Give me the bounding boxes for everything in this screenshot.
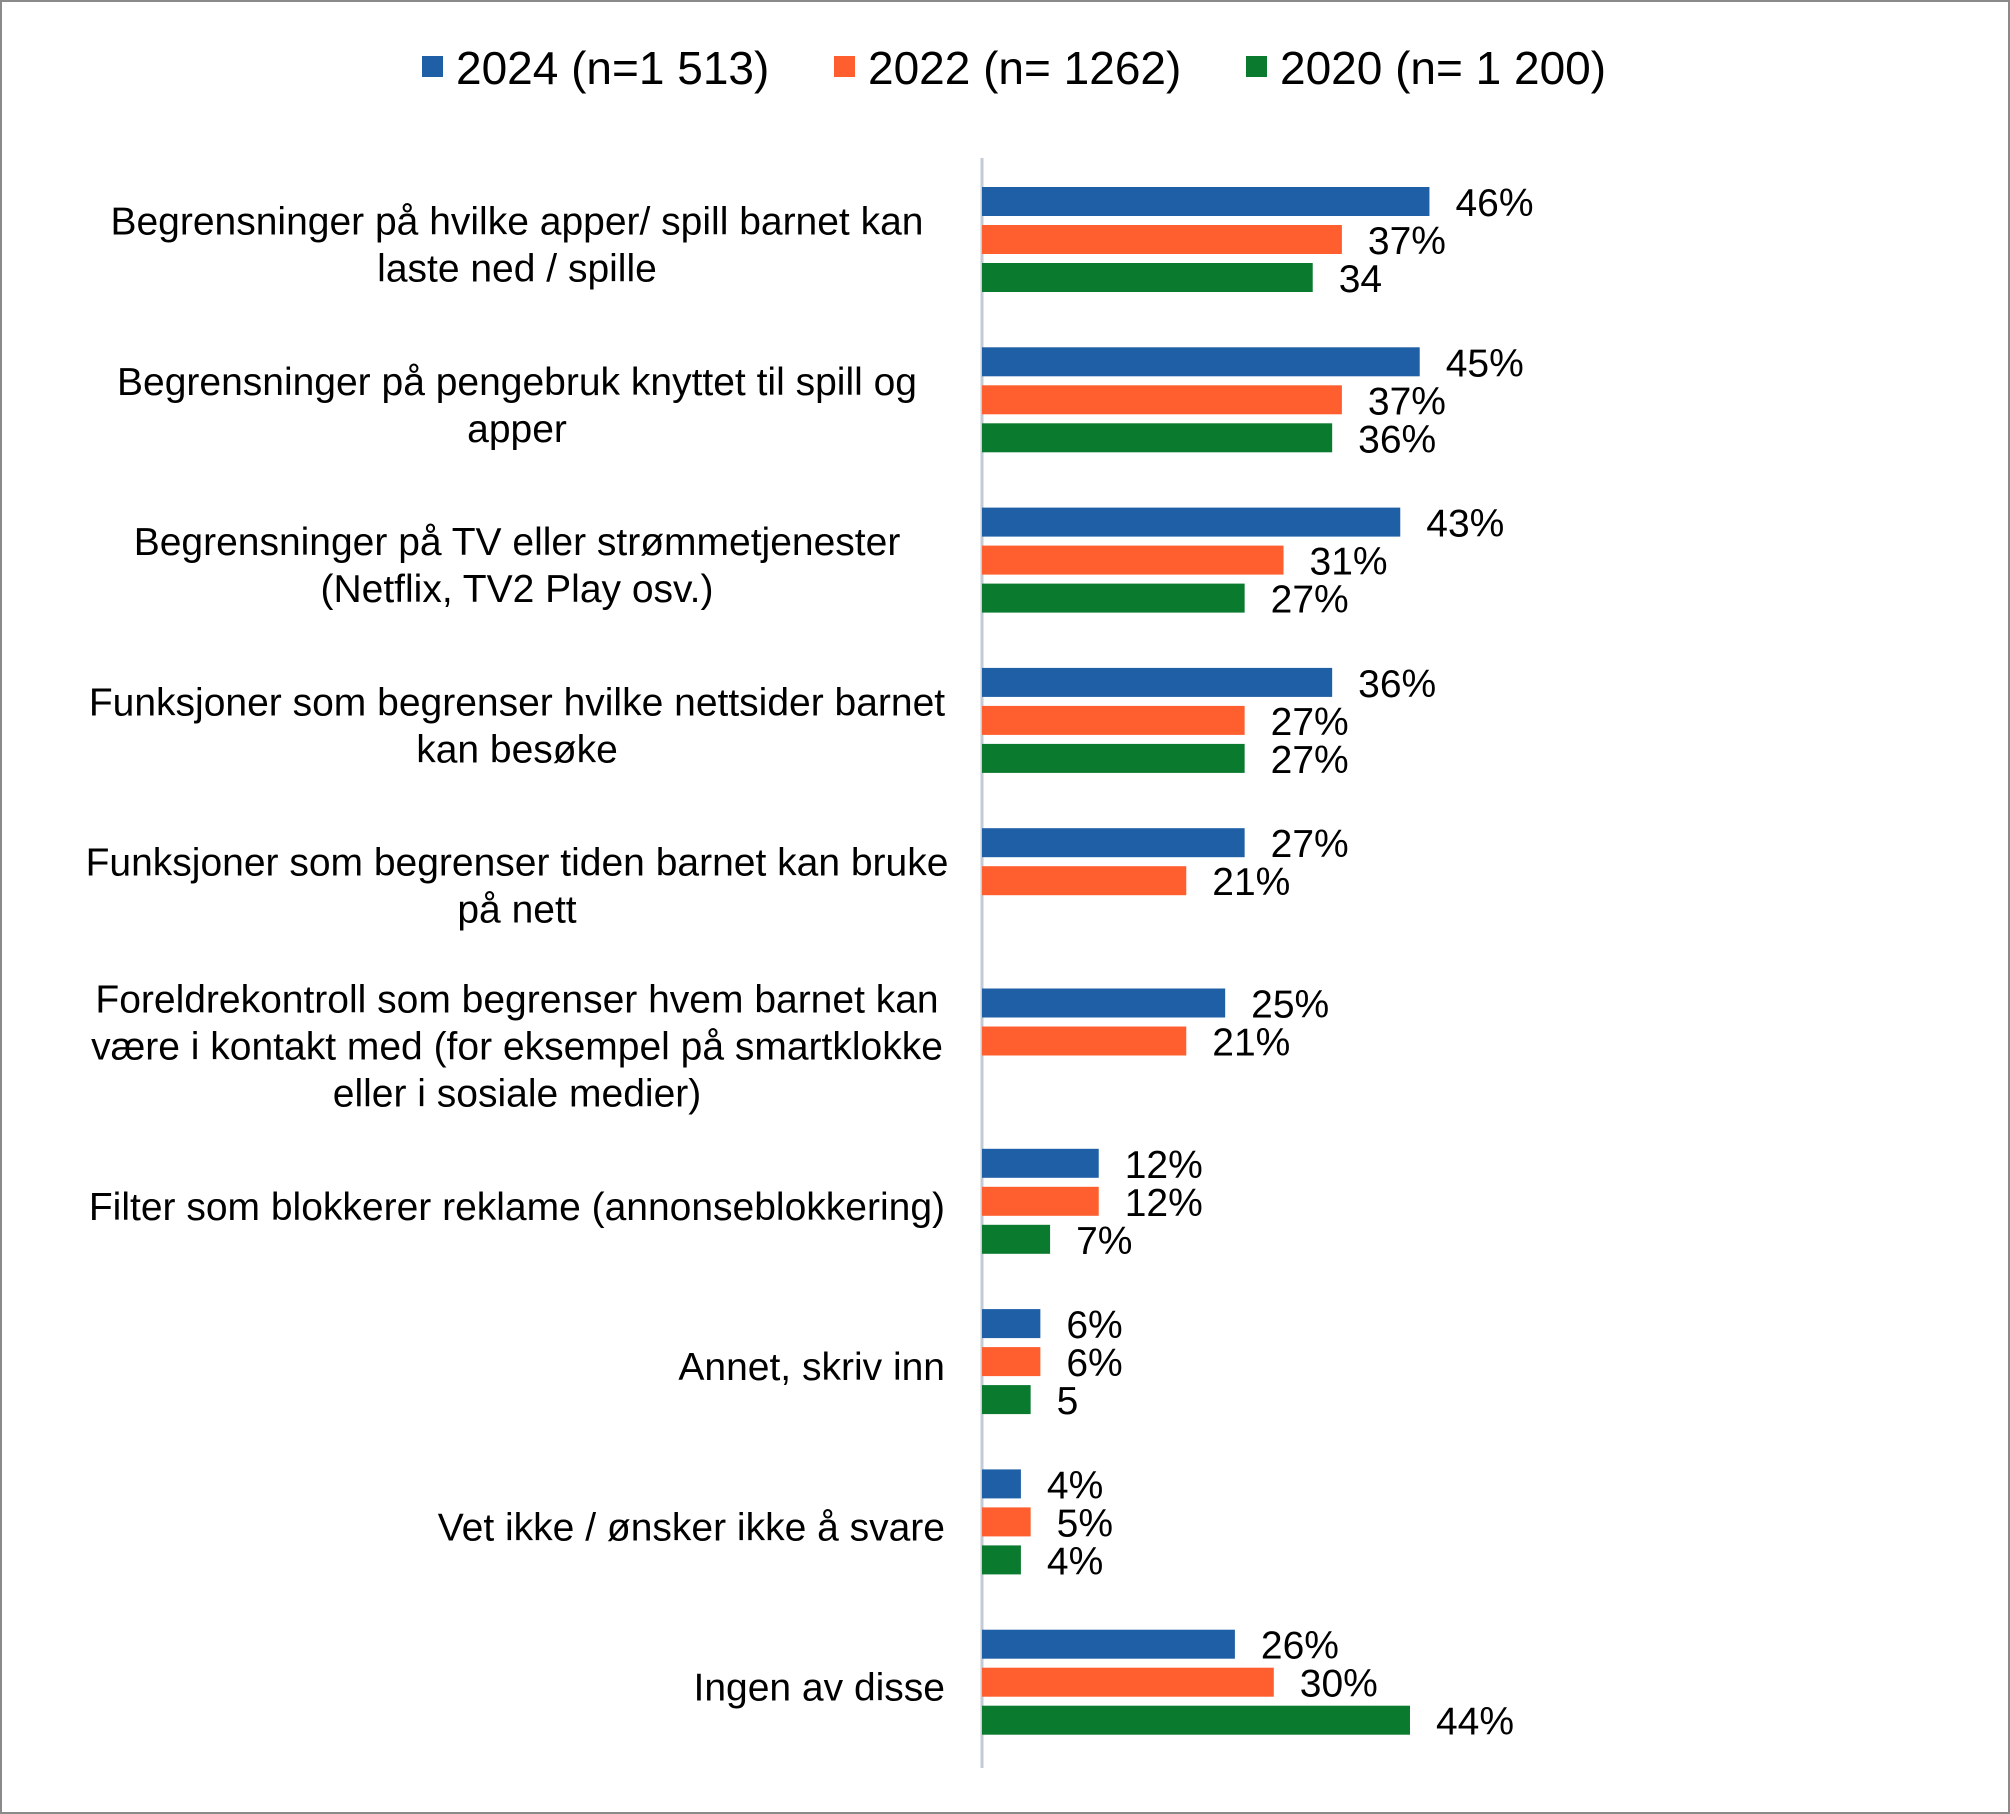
category-label-line: Filter som blokkerer reklame (annonseblo… — [89, 1186, 945, 1229]
legend-label-2: 2022 (n= 1262) — [868, 42, 1181, 94]
category-label-line: Annet, skriv inn — [678, 1346, 945, 1389]
bar-2-5 — [982, 866, 1187, 896]
value-label-1-4: 36% — [1358, 663, 1436, 706]
value-label-3-2: 36% — [1358, 418, 1436, 461]
value-label-3-4: 27% — [1271, 739, 1349, 782]
value-label-2-3: 31% — [1310, 541, 1388, 584]
bar-2-8 — [982, 1347, 1041, 1377]
legend-swatch-2 — [834, 56, 855, 77]
bar-2-4 — [982, 705, 1245, 735]
category-label-line: Foreldrekontroll som begrenser hvem barn… — [95, 979, 938, 1022]
bar-1-2 — [982, 347, 1420, 377]
value-label-1-8: 6% — [1066, 1304, 1122, 1347]
bar-1-7 — [982, 1148, 1099, 1178]
category-label-4: Funksjoner som begrenser hvilke nettside… — [89, 681, 945, 771]
value-label-2-10: 30% — [1300, 1663, 1378, 1706]
value-label-2-5: 21% — [1212, 861, 1290, 904]
category-label-line: Funksjoner som begrenser hvilke nettside… — [89, 681, 945, 724]
legend-swatch-1 — [422, 56, 443, 77]
category-label-line: eller i sosiale medier) — [333, 1073, 701, 1116]
bar-2-1 — [982, 225, 1342, 254]
category-label-5: Funksjoner som begrenser tiden barnet ka… — [86, 842, 949, 932]
bar-3-1 — [982, 263, 1313, 292]
category-label-1: Begrensninger på hvilke apper/ spill bar… — [110, 201, 923, 291]
bar-3-8 — [982, 1385, 1031, 1415]
bar-1-5 — [982, 828, 1245, 858]
value-label-2-1: 37% — [1368, 220, 1446, 263]
category-label-6: Foreldrekontroll som begrenser hvem barn… — [91, 979, 943, 1116]
bar-3-2 — [982, 423, 1333, 453]
value-label-2-6: 21% — [1212, 1022, 1290, 1065]
bar-1-1 — [982, 187, 1430, 216]
bar-1-9 — [982, 1469, 1021, 1499]
value-label-3-8: 5 — [1057, 1380, 1079, 1423]
legend: 2024 (n=1 513) 2022 (n= 1262) 2020 (n= 1 2… — [422, 42, 1606, 94]
value-label-1-7: 12% — [1125, 1144, 1203, 1187]
category-label-3: Begrensninger på TV eller strømmetjenest… — [134, 521, 901, 611]
category-label-line: Begrensninger på TV eller strømmetjenest… — [134, 521, 901, 564]
category-label-line: (Netflix, TV2 Play osv.) — [321, 568, 714, 611]
bar-2-2 — [982, 385, 1342, 415]
category-label-10: Ingen av disse — [693, 1667, 945, 1710]
bar-3-4 — [982, 743, 1245, 773]
bar-3-9 — [982, 1545, 1021, 1575]
value-label-2-7: 12% — [1125, 1182, 1203, 1225]
value-labels: 46%37%3445%37%36%43%31%27%36%27%27%27%21… — [1047, 182, 1534, 1744]
bar-2-10 — [982, 1667, 1274, 1697]
category-label-line: Begrensninger på pengebruk knyttet til s… — [117, 361, 917, 404]
category-label-line: Begrensninger på hvilke apper/ spill bar… — [110, 201, 923, 244]
value-label-2-2: 37% — [1368, 380, 1446, 423]
category-label-9: Vet ikke / ønsker ikke å svare — [438, 1506, 945, 1549]
value-label-1-10: 26% — [1261, 1625, 1339, 1668]
category-label-line: Ingen av disse — [693, 1667, 945, 1710]
bar-1-10 — [982, 1629, 1235, 1659]
value-label-2-8: 6% — [1066, 1342, 1122, 1385]
bar-1-6 — [982, 988, 1226, 1018]
value-label-3-10: 44% — [1436, 1701, 1514, 1744]
value-label-1-5: 27% — [1271, 823, 1349, 866]
bar-2-6 — [982, 1026, 1187, 1056]
bar-1-3 — [982, 507, 1401, 537]
value-label-2-9: 5% — [1057, 1502, 1113, 1545]
bar-3-3 — [982, 583, 1245, 613]
bar-1-4 — [982, 667, 1333, 697]
category-label-line: Funksjoner som begrenser tiden barnet ka… — [86, 842, 949, 885]
bar-2-9 — [982, 1507, 1031, 1537]
value-label-1-3: 43% — [1426, 503, 1504, 546]
category-label-line: laste ned / spille — [377, 248, 657, 291]
bar-2-3 — [982, 545, 1284, 575]
bar-1-8 — [982, 1309, 1041, 1339]
value-label-3-1: 34 — [1339, 258, 1382, 301]
value-label-1-2: 45% — [1446, 342, 1524, 385]
value-label-3-7: 7% — [1076, 1220, 1132, 1263]
category-label-line: være i kontakt med (for eksempel på smar… — [91, 1026, 943, 1069]
bar-2-7 — [982, 1186, 1099, 1216]
value-label-3-9: 4% — [1047, 1540, 1103, 1583]
category-label-8: Annet, skriv inn — [678, 1346, 945, 1389]
value-label-1-6: 25% — [1251, 984, 1329, 1027]
value-label-2-4: 27% — [1271, 701, 1349, 744]
bars — [982, 187, 1430, 1735]
value-label-3-3: 27% — [1271, 579, 1349, 622]
category-label-line: apper — [467, 408, 567, 451]
category-labels: Begrensninger på hvilke apper/ spill bar… — [86, 201, 949, 1710]
category-label-line: kan besøke — [416, 728, 618, 771]
legend-label-3: 2020 (n= 1 200) — [1280, 42, 1606, 94]
value-label-1-1: 46% — [1455, 182, 1533, 225]
legend-swatch-3 — [1246, 56, 1267, 77]
category-label-line: Vet ikke / ønsker ikke å svare — [438, 1506, 945, 1549]
legend-label-1: 2024 (n=1 513) — [456, 42, 769, 94]
category-label-7: Filter som blokkerer reklame (annonseblo… — [89, 1186, 945, 1229]
category-label-line: på nett — [457, 889, 576, 932]
bar-3-10 — [982, 1705, 1410, 1735]
value-label-1-9: 4% — [1047, 1464, 1103, 1507]
bar-3-7 — [982, 1224, 1051, 1254]
category-label-2: Begrensninger på pengebruk knyttet til s… — [117, 361, 917, 451]
